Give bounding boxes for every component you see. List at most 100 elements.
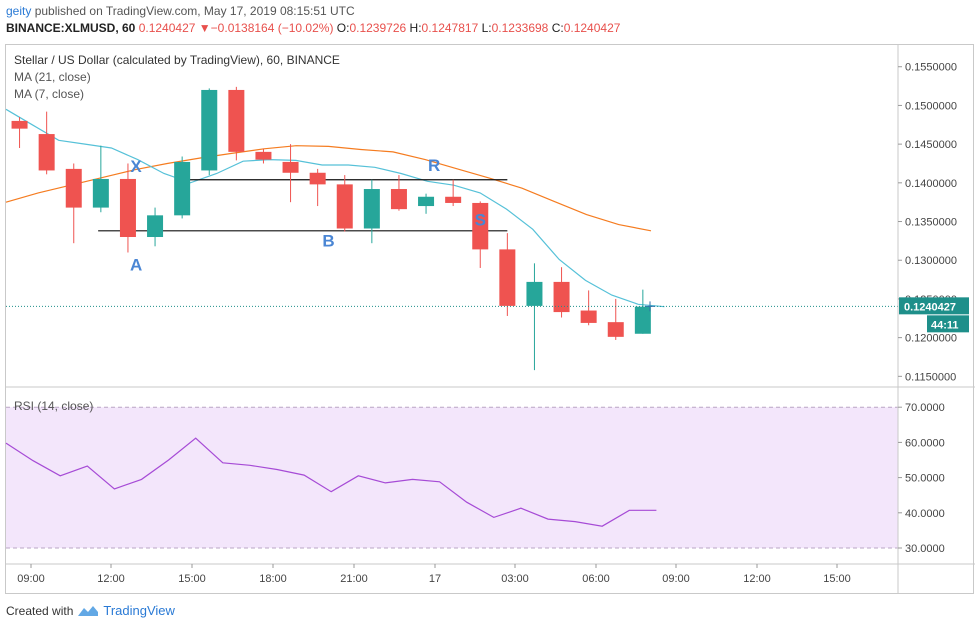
high-value: 0.1247817	[421, 21, 479, 35]
annotation-label-b: B	[322, 231, 334, 250]
time-tick-label: 18:00	[259, 573, 287, 585]
price-tick-label: 0.1300000	[905, 255, 957, 267]
candle-body	[147, 215, 164, 238]
candle	[526, 263, 543, 371]
chart-legend: Stellar / US Dollar (calculated by Tradi…	[14, 53, 340, 413]
annotation-label-x: X	[130, 157, 142, 176]
rsi-band	[6, 407, 898, 548]
candle-body	[445, 196, 462, 203]
high-label: H:	[409, 21, 422, 35]
time-tick-label: 06:00	[582, 573, 610, 585]
candle	[309, 168, 326, 207]
time-tick-label: 15:00	[823, 573, 851, 585]
candle	[201, 88, 218, 176]
candle-body	[580, 310, 597, 323]
publisher-text: published on TradingView.com, May 17, 20…	[31, 4, 355, 18]
publish-info: geity published on TradingView.com, May …	[6, 4, 355, 18]
last-price-tag	[899, 297, 969, 315]
rsi-tick-label: 50.0000	[905, 473, 945, 485]
candle	[38, 111, 55, 175]
candle	[472, 201, 489, 268]
tradingview-brand[interactable]: TradingView	[103, 603, 175, 618]
candle-body	[38, 134, 55, 171]
open-value: 0.1239726	[349, 21, 407, 35]
time-tick-label: 21:00	[340, 573, 368, 585]
candle-body	[553, 281, 570, 313]
price-tick-label: 0.1450000	[905, 139, 957, 151]
candle	[634, 289, 651, 334]
time-tick-label: 09:00	[17, 573, 45, 585]
candle	[65, 163, 82, 244]
legend-ma21: MA (21, close)	[14, 70, 91, 84]
publisher-user[interactable]: geity	[6, 4, 32, 18]
candle	[445, 179, 462, 207]
countdown-tag	[927, 315, 969, 333]
candle-body	[363, 189, 380, 229]
legend-rsi: RSI (14, close)	[14, 399, 93, 413]
price-tick-label: 0.1500000	[905, 100, 957, 112]
time-tick-label: 17	[429, 573, 441, 585]
candle	[607, 298, 624, 340]
candle	[92, 145, 109, 213]
time-tick-label: 03:00	[501, 573, 529, 585]
candle	[418, 193, 435, 214]
rsi-tick-label: 70.0000	[905, 402, 945, 414]
footer: Created with TradingView	[6, 603, 175, 618]
symbol-line: BINANCE:XLMUSD, 60 0.1240427 ▼−0.0138164…	[6, 21, 620, 35]
time-tick-label: 12:00	[743, 573, 771, 585]
rsi-tick-label: 40.0000	[905, 508, 945, 520]
change-arrow-icon: ▼	[198, 21, 211, 35]
symbol: BINANCE:XLMUSD, 60	[6, 21, 136, 35]
annotation-label-r: R	[428, 156, 440, 175]
candle-body	[499, 249, 516, 306]
candle	[553, 267, 570, 318]
candle-body	[92, 178, 109, 208]
legend-title: Stellar / US Dollar (calculated by Tradi…	[14, 53, 340, 67]
rsi-tick-label: 30.0000	[905, 543, 945, 555]
time-tick-label: 12:00	[97, 573, 125, 585]
candle-body	[282, 161, 299, 173]
annotation-label-s: S	[475, 210, 486, 229]
candle	[119, 163, 136, 253]
candle-body	[472, 202, 489, 250]
candle-body	[119, 178, 136, 238]
time-tick-label: 15:00	[178, 573, 206, 585]
low-value: 0.1233698	[491, 21, 549, 35]
candle	[11, 117, 28, 148]
price-pane: X A B R S	[5, 86, 898, 371]
change-value: −0.0138164 (−10.02%)	[210, 21, 334, 35]
price-tick-label: 0.1350000	[905, 217, 957, 229]
price-tick-label: 0.1550000	[905, 62, 957, 74]
candle-body	[309, 172, 326, 185]
candle-body	[526, 281, 543, 306]
low-label: L:	[481, 21, 492, 35]
time-tick-label: 09:00	[662, 573, 690, 585]
close-value: 0.1240427	[563, 21, 621, 35]
ma21-line	[5, 145, 652, 232]
candle	[255, 148, 272, 164]
candle	[390, 175, 407, 211]
last-price-tag-label: 0.1240427	[904, 301, 956, 313]
rsi-line	[5, 437, 657, 527]
candle	[147, 207, 164, 247]
price-tick-label: 0.1150000	[905, 371, 956, 383]
candle	[282, 144, 299, 203]
candle-body	[174, 161, 191, 216]
candle-body	[418, 196, 435, 207]
candle-body	[201, 89, 218, 171]
annotation-label-a: A	[130, 255, 142, 274]
candle-body	[228, 89, 245, 152]
legend-ma7: MA (7, close)	[14, 87, 84, 101]
candle-body	[65, 168, 82, 208]
candle	[363, 179, 380, 244]
rsi-pane	[5, 406, 898, 549]
candle-body	[11, 120, 28, 129]
candle-body	[255, 151, 272, 160]
ma7-line	[5, 108, 665, 308]
last-price: 0.1240427	[138, 21, 196, 35]
axes: 0.1550000 0.1500000 0.1450000 0.1400000 0.13…	[6, 45, 975, 593]
close-label: C:	[551, 21, 564, 35]
candle	[228, 86, 245, 161]
candle-body	[634, 306, 651, 334]
